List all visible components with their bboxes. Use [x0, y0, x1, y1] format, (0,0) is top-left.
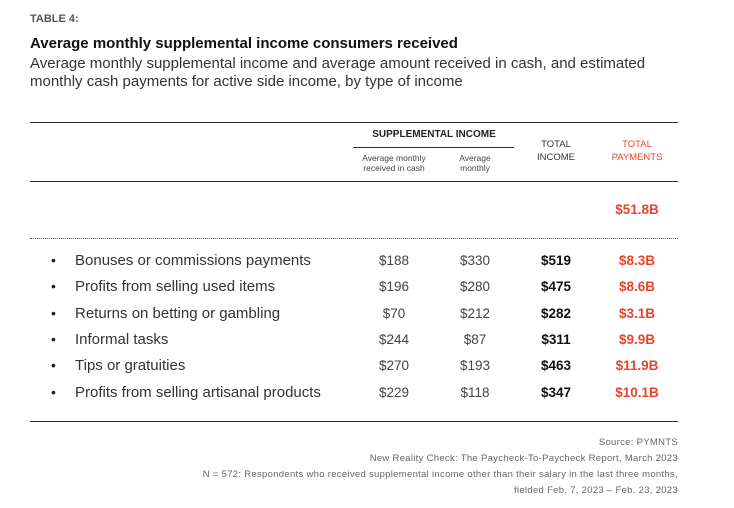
- subtitle: Average monthly supplemental income and …: [30, 55, 646, 90]
- column-header: TOTAL PAYMENTS: [611, 139, 663, 163]
- cell: $193: [459, 358, 491, 374]
- cell: $8.3B: [618, 253, 656, 268]
- bullet: •: [51, 252, 56, 268]
- total-payments: $51.8B: [615, 202, 659, 217]
- rule: [30, 421, 678, 422]
- row-label: Profits from selling used items: [75, 278, 276, 296]
- footnote: New Reality Check: The Paycheck-To-Paych…: [369, 453, 678, 464]
- cell: $70: [382, 305, 406, 321]
- row-label: Returns on betting or gambling: [75, 304, 281, 322]
- cell: $282: [540, 305, 572, 321]
- row-label: Informal tasks: [75, 330, 169, 348]
- cell: $280: [459, 279, 491, 295]
- cell: $118: [460, 384, 490, 400]
- cell: $475: [540, 279, 572, 295]
- rule: [30, 181, 678, 182]
- row-label: Profits from selling artisanal products: [75, 383, 321, 401]
- cell: $347: [540, 384, 572, 400]
- bullet: •: [51, 278, 56, 295]
- cell: $463: [540, 358, 572, 374]
- group-rule: [353, 147, 514, 148]
- title: Average monthly supplemental income cons…: [30, 35, 458, 52]
- dotted-rule: [30, 238, 678, 239]
- cell: $270: [378, 358, 410, 374]
- column-header: Average monthly: [459, 153, 491, 173]
- table-label: TABLE 4:: [30, 13, 79, 25]
- row-label: Bonuses or commissions payments: [75, 252, 311, 269]
- footnote: fielded Feb. 7, 2023 – Feb. 23, 2023: [514, 485, 678, 496]
- rule: [30, 122, 678, 123]
- cell: $8.6B: [618, 279, 656, 295]
- cell: $229: [378, 384, 410, 400]
- cell: $196: [378, 279, 410, 295]
- cell: $87: [463, 331, 487, 347]
- footnote: Source: PYMNTS: [598, 437, 678, 448]
- cell: $330: [459, 253, 491, 268]
- row-label: Tips or gratuities: [75, 357, 186, 375]
- column-header: Average monthly received in cash: [362, 153, 426, 173]
- cell: $10.1B: [615, 384, 659, 400]
- cell: $212: [459, 305, 491, 321]
- cell: $188: [378, 253, 410, 268]
- bullet: •: [51, 330, 56, 347]
- column-header: TOTAL INCOME: [537, 139, 575, 163]
- cell: $11.9B: [615, 358, 659, 374]
- cell: $519: [540, 253, 572, 268]
- bullet: •: [51, 383, 56, 400]
- footnote: N = 572: Respondents who received supple…: [202, 469, 678, 480]
- bullet: •: [51, 304, 56, 321]
- cell: $9.9B: [618, 331, 656, 347]
- cell: $311: [541, 331, 571, 347]
- cell: $3.1B: [618, 305, 656, 321]
- bullet: •: [51, 357, 56, 374]
- group-header: SUPPLEMENTAL INCOME: [372, 129, 496, 140]
- cell: $244: [378, 331, 410, 347]
